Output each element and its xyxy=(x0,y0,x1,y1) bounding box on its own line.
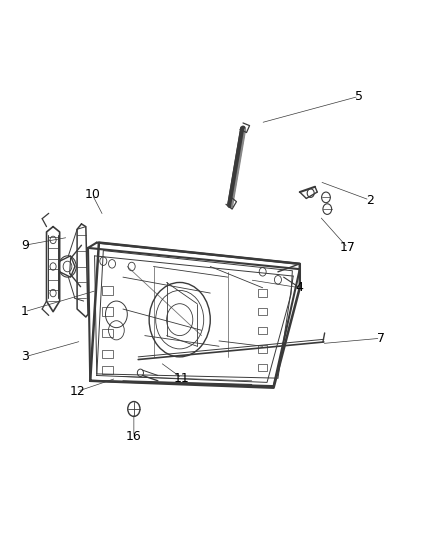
Bar xyxy=(258,345,267,353)
Bar xyxy=(102,329,113,337)
Text: 4: 4 xyxy=(296,281,304,294)
Text: 2: 2 xyxy=(366,193,374,207)
Text: 12: 12 xyxy=(69,385,85,398)
Text: 3: 3 xyxy=(21,350,28,364)
Text: 11: 11 xyxy=(174,372,190,385)
Text: 1: 1 xyxy=(21,305,28,318)
Bar xyxy=(258,289,267,297)
Text: 16: 16 xyxy=(126,430,142,443)
Bar xyxy=(102,350,113,359)
Bar xyxy=(258,308,267,316)
Text: 10: 10 xyxy=(85,188,100,201)
Bar xyxy=(258,364,267,371)
Text: 5: 5 xyxy=(355,90,363,103)
Text: 17: 17 xyxy=(340,241,356,254)
Bar xyxy=(102,286,113,295)
Bar xyxy=(102,366,113,374)
Bar xyxy=(258,327,267,334)
Text: 9: 9 xyxy=(21,239,28,252)
Bar xyxy=(102,308,113,316)
Text: 7: 7 xyxy=(377,332,385,345)
